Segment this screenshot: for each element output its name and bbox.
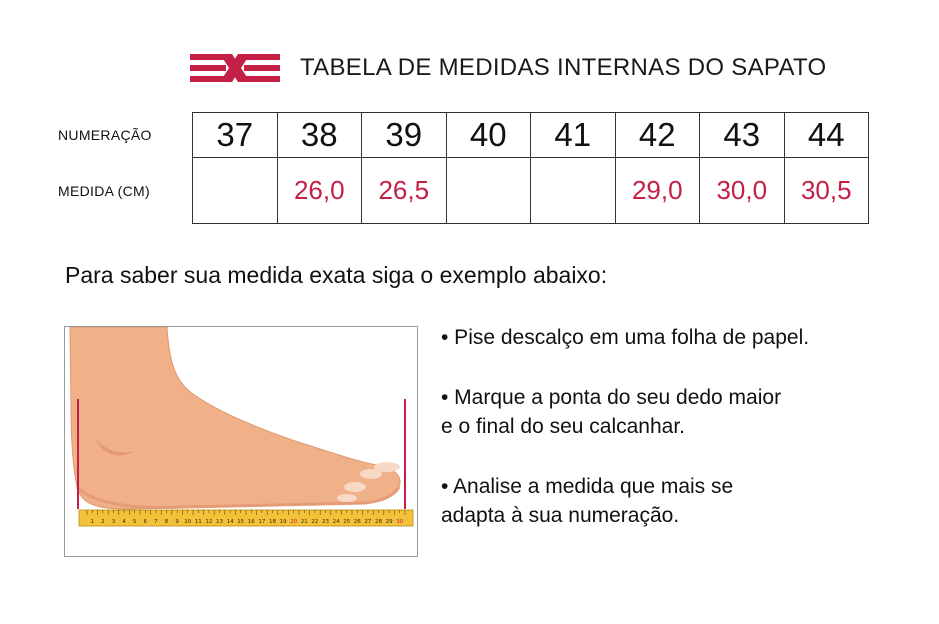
ruler-number: 18	[269, 519, 276, 525]
measurement-cell	[445, 157, 531, 224]
size-cell: 39	[361, 112, 447, 158]
size-cell: 41	[530, 112, 616, 158]
foot-measure-illustration: 1 2 3 4 5 6 7 8 9 10 11 12 13 14 15 16 17 18 19 20 21 22 23 24 2…	[64, 326, 418, 557]
measurement-cell: 29,0	[614, 157, 700, 224]
ruler-number: 13	[216, 519, 223, 525]
bullet-item: • Pise descalço em uma folha de papel.	[441, 323, 921, 352]
ruler-number: 28	[375, 519, 382, 525]
row-label-medida: MEDIDA (CM)	[58, 183, 150, 199]
foot-illustration-icon: 1 2 3 4 5 6 7 8 9 10 11 12 13 14 15 16 17 18 19 20 21 22 23 24 2…	[69, 326, 414, 527]
size-cell: 44	[783, 112, 869, 158]
measurement-row: 26,0 26,5 29,0 30,0 30,5	[192, 157, 869, 224]
bullet-line: • Pise descalço em uma folha de papel.	[441, 326, 810, 349]
ruler-number: 9	[175, 519, 179, 525]
size-cell: 43	[699, 112, 785, 158]
ruler-number: 2	[101, 519, 105, 525]
ruler-number: 14	[227, 519, 234, 525]
ruler-number: 16	[248, 519, 255, 525]
size-cell: 38	[276, 112, 362, 158]
ruler-number: 6	[144, 519, 148, 525]
page-title: TABELA DE MEDIDAS INTERNAS DO SAPATO	[300, 54, 827, 81]
ruler-number: 7	[154, 519, 158, 525]
ruler-number: 20	[290, 519, 297, 525]
measurement-cell: 30,0	[699, 157, 785, 224]
ruler-number: 15	[237, 519, 244, 525]
ruler-number: 22	[311, 519, 318, 525]
ruler-ticks: 1 2 3 4 5 6 7 8 9 10 11 12 13 14 15 16 17 18 19 20 21 22 23 24 2…	[86, 510, 406, 525]
bullet-line: • Analise a medida que mais se	[441, 475, 734, 498]
size-cell: 37	[192, 112, 278, 158]
measurement-cell	[530, 157, 616, 224]
size-cell: 40	[445, 112, 531, 158]
ruler-number: 8	[165, 519, 169, 525]
ruler-number: 3	[112, 519, 116, 525]
ruler-number: 24	[333, 519, 340, 525]
ruler-number: 11	[195, 519, 202, 525]
bullet-item: • Analise a medida que mais se adapta à …	[441, 472, 921, 530]
measurement-cell: 26,5	[361, 157, 447, 224]
ruler-number: 1	[91, 519, 95, 525]
brand-logo-icon	[190, 54, 280, 82]
bullet-line: e o final do seu calcanhar.	[441, 415, 686, 438]
ruler-number: 30	[396, 519, 403, 525]
ruler-number: 17	[258, 519, 265, 525]
row-label-numeracao: NUMERAÇÃO	[58, 127, 152, 143]
ruler-number: 5	[133, 519, 137, 525]
measurement-cell: 26,0	[276, 157, 362, 224]
instruction-text: Para saber sua medida exata siga o exemp…	[65, 262, 608, 288]
instruction-list: • Pise descalço em uma folha de papel. •…	[441, 323, 921, 561]
ruler-number: 10	[184, 519, 191, 525]
bullet-line: adapta à sua numeração.	[441, 504, 680, 527]
bullet-line: • Marque a ponta do seu dedo maior	[441, 386, 782, 409]
ruler-number: 26	[354, 519, 361, 525]
ruler-number: 23	[322, 519, 329, 525]
measurement-cell: 30,5	[783, 157, 869, 224]
size-table: 37 38 39 40 41 42 43 44 26,0 26,5 29,0 3…	[192, 112, 869, 224]
ruler-number: 4	[122, 519, 126, 525]
ruler-number: 29	[386, 519, 393, 525]
ruler-number: 12	[205, 519, 212, 525]
measurement-cell	[192, 157, 278, 224]
ruler-number: 21	[301, 519, 308, 525]
ruler-number: 27	[364, 519, 371, 525]
size-row: 37 38 39 40 41 42 43 44	[192, 112, 869, 158]
ruler-number: 25	[343, 519, 350, 525]
ruler-number: 19	[280, 519, 287, 525]
size-cell: 42	[614, 112, 700, 158]
bullet-item: • Marque a ponta do seu dedo maior e o f…	[441, 383, 921, 441]
